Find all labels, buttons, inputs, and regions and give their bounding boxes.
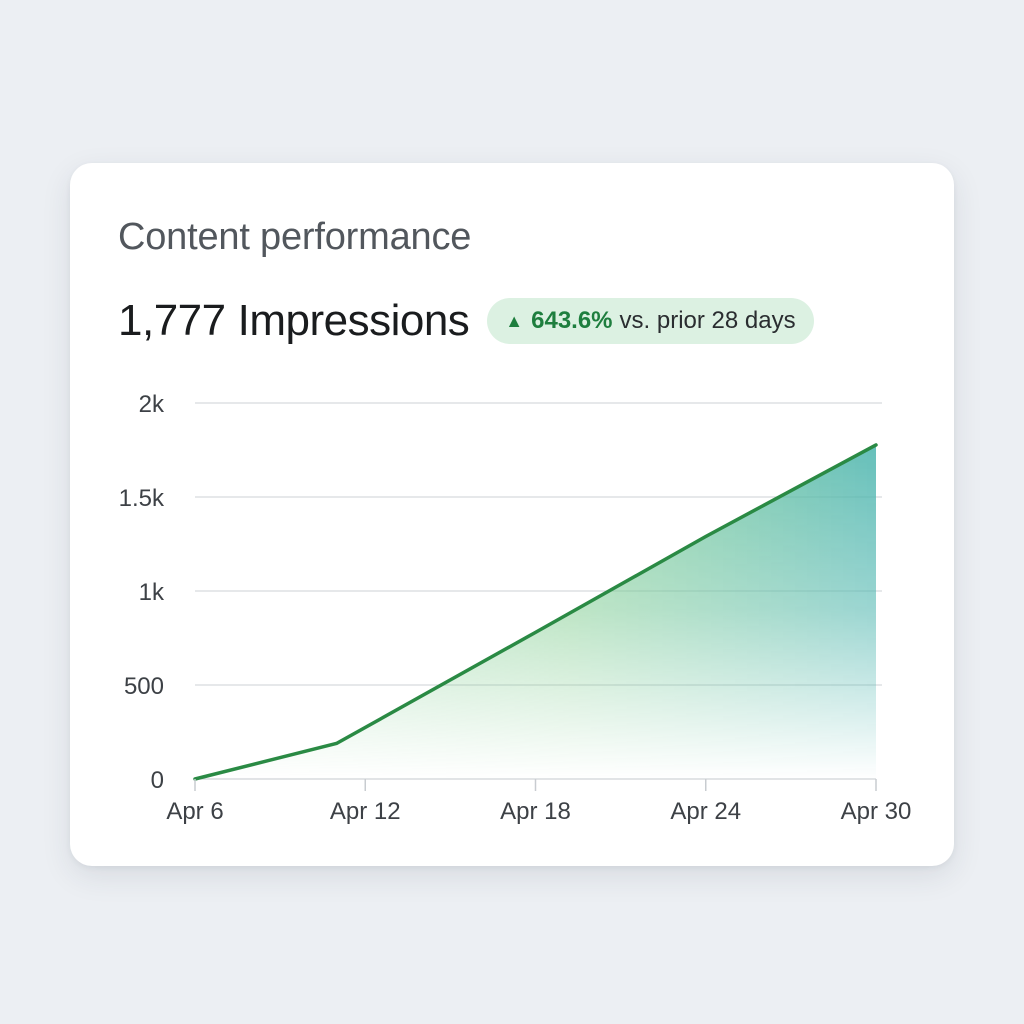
metric-value: 1,777 (118, 296, 226, 345)
x-tick-label: Apr 18 (500, 798, 571, 825)
metric-summary: 1,777 Impressions (118, 296, 470, 346)
metric-label: Impressions (237, 296, 470, 345)
y-tick-label: 1.5k (119, 485, 165, 512)
y-tick-label: 2k (139, 391, 165, 418)
data-point (534, 630, 538, 634)
metric-row: 1,777 Impressions ▲ 643.6% vs. prior 28 d… (118, 296, 814, 346)
delta-comparison-label: vs. prior 28 days (619, 307, 796, 334)
y-tick-label: 500 (124, 673, 164, 700)
delta-value: 643.6% (531, 307, 613, 334)
x-tick-label: Apr 30 (841, 798, 912, 825)
delta-badge: ▲ 643.6% vs. prior 28 days (487, 298, 814, 344)
series-area (195, 444, 876, 779)
series-line (193, 443, 878, 781)
data-point (704, 534, 708, 538)
data-point (335, 741, 339, 745)
x-tick-label: Apr 24 (670, 798, 741, 825)
x-tick-label: Apr 12 (330, 798, 401, 825)
x-tick-label: Apr 6 (166, 798, 223, 825)
y-tick-label: 1k (139, 579, 165, 606)
card-title: Content performance (118, 216, 472, 258)
trend-up-icon: ▲ (505, 311, 524, 331)
content-performance-card: Content performance 1,777 Impressions ▲ 6… (70, 163, 954, 866)
y-tick-label: 0 (151, 767, 164, 794)
impressions-area-chart: 0 500 1k 1.5k 2k Apr 6 Apr 12 Apr 18 Apr 24 Apr 3… (119, 391, 912, 825)
data-point (874, 443, 878, 447)
